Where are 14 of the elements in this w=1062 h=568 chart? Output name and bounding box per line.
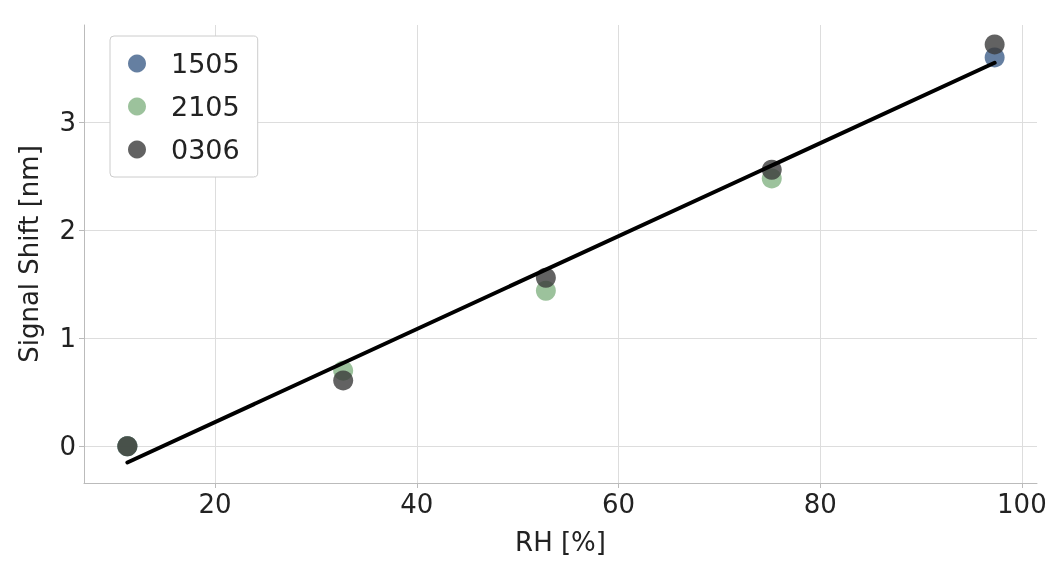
x-tick-label: 40 bbox=[400, 489, 434, 519]
x-axis-title: RH [%] bbox=[515, 527, 606, 557]
y-axis-title: Signal Shift [nm] bbox=[14, 145, 44, 363]
x-tick-label: 80 bbox=[803, 489, 837, 519]
x-tick-label: 100 bbox=[997, 489, 1047, 519]
y-tick-label: 2 bbox=[59, 215, 76, 246]
legend-label: 0306 bbox=[171, 134, 240, 165]
y-tick-label: 3 bbox=[59, 107, 76, 138]
legend-label: 2105 bbox=[171, 91, 240, 122]
x-tick-label: 20 bbox=[198, 489, 232, 519]
legend-label: 1505 bbox=[171, 48, 240, 79]
y-tick-label: 0 bbox=[59, 431, 76, 462]
x-tick-label: 60 bbox=[601, 489, 636, 519]
y-tick-label: 1 bbox=[59, 323, 76, 354]
